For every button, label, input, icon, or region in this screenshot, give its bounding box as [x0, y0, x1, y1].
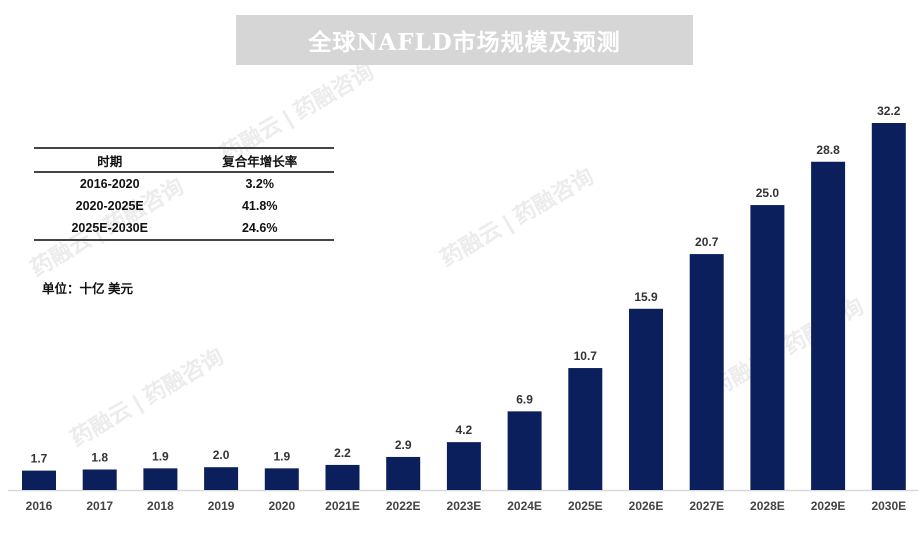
bar-2030E	[871, 123, 906, 490]
x-tick-label: 2030E	[871, 499, 906, 513]
bar-2027E	[689, 254, 724, 490]
data-label: 28.8	[816, 143, 840, 157]
data-label: 32.2	[877, 104, 901, 118]
data-label: 1.9	[152, 449, 169, 463]
header-cagr: 复合年增长率	[222, 154, 298, 169]
cagr-cell: 41.8%	[241, 199, 278, 213]
x-tick-label: 2020	[268, 499, 295, 513]
x-tick-label: 2023E	[447, 499, 482, 513]
title-banner: 全球NAFLD市场规模及预测	[236, 15, 693, 65]
x-tick-label: 2016	[26, 499, 53, 513]
x-tick-label: 2022E	[386, 499, 421, 513]
cagr-table: 时期 复合年增长率 2016-2020 3.2% 2020-2025E 41.8…	[34, 147, 334, 241]
table-header-row: 时期 复合年增长率	[34, 148, 334, 172]
period-cell: 2020-2025E	[75, 199, 144, 213]
data-label: 4.2	[456, 423, 473, 437]
bar-2029E	[811, 161, 846, 490]
x-tick-label: 2021E	[325, 499, 360, 513]
bar-2018	[143, 468, 178, 490]
x-tick-label: 2028E	[750, 499, 785, 513]
bar-2017	[82, 469, 117, 490]
data-label: 2.0	[213, 448, 230, 462]
bar-2021E	[325, 464, 360, 490]
bar-2022E	[386, 456, 421, 490]
data-label: 1.8	[91, 450, 108, 464]
data-label: 1.9	[273, 449, 290, 463]
bar-2023E	[446, 442, 481, 490]
chart-title: 全球NAFLD市场规模及预测	[308, 29, 621, 56]
table-row: 2016-2020 3.2%	[34, 172, 334, 195]
data-label: 1.7	[31, 452, 48, 466]
data-label: 2.2	[334, 446, 351, 460]
bar-2019	[204, 467, 239, 490]
x-tick-label: 2017	[86, 499, 113, 513]
period-cell: 2016-2020	[79, 177, 140, 191]
data-label: 25.0	[756, 186, 780, 200]
period-cell: 2025E-2030E	[71, 221, 148, 235]
table-row: 2020-2025E 41.8%	[34, 195, 334, 217]
unit-label: 单位：十亿 美元	[42, 282, 133, 296]
x-tick-label: 2025E	[568, 499, 603, 513]
cagr-cell: 24.6%	[241, 221, 278, 235]
header-period: 时期	[97, 154, 123, 169]
bar-2016	[22, 470, 56, 490]
data-label: 6.9	[516, 392, 533, 406]
data-label: 2.9	[395, 438, 412, 452]
bar-2020	[264, 468, 299, 490]
x-tick-label: 2024E	[507, 499, 542, 513]
data-label: 10.7	[574, 349, 598, 363]
table-row: 2025E-2030E 24.6%	[34, 217, 334, 240]
x-tick-label: 2018	[147, 499, 174, 513]
data-label: 20.7	[695, 235, 719, 249]
cagr-cell: 3.2%	[245, 177, 274, 191]
bar-2025E	[568, 368, 603, 490]
bar-2024E	[507, 411, 542, 490]
x-tick-label: 2029E	[811, 499, 846, 513]
bar-2028E	[750, 205, 785, 490]
x-tick-label: 2026E	[629, 499, 664, 513]
x-tick-label: 2019	[208, 499, 235, 513]
data-label: 15.9	[634, 290, 658, 304]
bar-2026E	[629, 308, 663, 490]
x-tick-label: 2027E	[689, 499, 724, 513]
